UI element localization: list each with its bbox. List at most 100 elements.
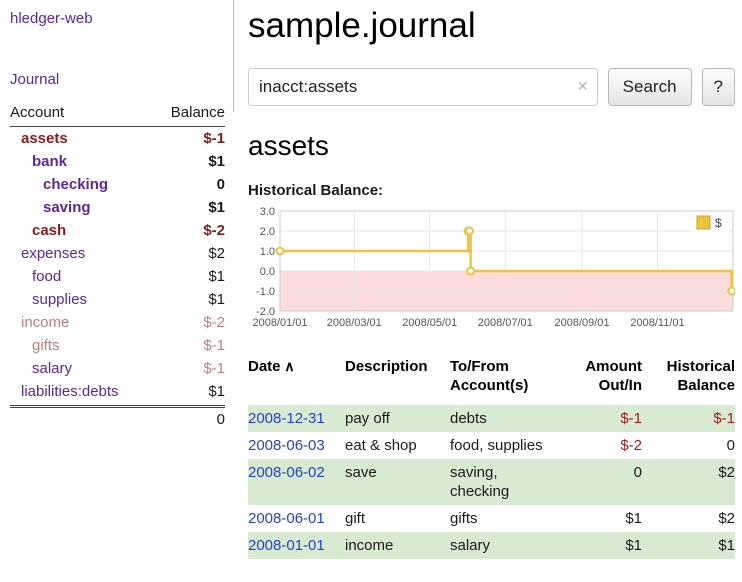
account-balance: $-1: [203, 360, 225, 377]
transaction-amount: $-1: [620, 410, 642, 427]
sidebar: hledger-web Journal Account Balance asse…: [0, 0, 233, 431]
svg-text:-1.0: -1.0: [256, 286, 275, 298]
account-total-row: 0: [10, 405, 225, 431]
account-row: bank $1: [10, 150, 225, 173]
chart-title: Historical Balance:: [248, 182, 384, 199]
transaction-description: save: [345, 464, 377, 481]
svg-text:2008/03/01: 2008/03/01: [327, 317, 382, 329]
account-row: checking 0: [10, 173, 225, 196]
register-header-row: Date ∧ Description To/From Account(s) Amount…: [248, 357, 735, 405]
account-balance: $1: [208, 199, 225, 216]
account-row: salary $-1: [10, 357, 225, 380]
svg-text:1.0: 1.0: [260, 246, 275, 258]
account-row: cash $-2: [10, 219, 225, 242]
svg-text:2008/05/01: 2008/05/01: [402, 317, 457, 329]
svg-text:0.0: 0.0: [260, 266, 275, 278]
account-row: supplies $1: [10, 288, 225, 311]
svg-text:2008/01/01: 2008/01/01: [252, 317, 307, 329]
transaction-amount: $1: [625, 537, 642, 554]
transaction-accounts: debts: [450, 410, 487, 427]
register-row: 2008-06-03 eat & shop food, supplies $-2 0: [248, 432, 735, 459]
account-row: liabilities:debts $1: [10, 380, 225, 403]
sort-ascending-icon: ∧: [280, 358, 295, 374]
transaction-description: income: [345, 537, 394, 554]
register-column-header: Historical Balance: [666, 358, 735, 394]
register-table: Date ∧ Description To/From Account(s) Amount…: [248, 357, 735, 559]
transaction-balance: $2: [718, 464, 735, 481]
transaction-amount: $-2: [620, 437, 642, 454]
register-column-header[interactable]: Date ∧: [248, 358, 295, 375]
account-link[interactable]: supplies: [32, 291, 88, 308]
svg-text:3.0: 3.0: [260, 206, 275, 218]
account-link[interactable]: checking: [43, 176, 109, 193]
transaction-description: gift: [345, 510, 366, 527]
account-balance: 0: [216, 176, 225, 193]
sidebar-item-journal[interactable]: Journal: [10, 71, 60, 88]
register-row: 2008-06-01 gift gifts $1 $2: [248, 505, 735, 532]
account-link[interactable]: income: [21, 314, 70, 331]
transaction-date-link[interactable]: 2008-12-31: [248, 410, 325, 427]
search-bar: ✕ Search ?: [248, 68, 735, 106]
account-total-value: 0: [216, 411, 225, 428]
transaction-amount: 0: [633, 464, 642, 481]
register-row: 2008-12-31 pay off debts $-1 $-1: [248, 405, 735, 432]
transaction-date-link[interactable]: 2008-01-01: [248, 537, 325, 554]
account-link[interactable]: bank: [32, 153, 68, 170]
transaction-accounts: food, supplies: [450, 437, 543, 454]
svg-text:2008/11/01: 2008/11/01: [630, 317, 684, 329]
transaction-balance: 0: [726, 437, 735, 454]
svg-text:-2.0: -2.0: [256, 306, 275, 318]
account-row: saving $1: [10, 196, 225, 219]
account-link[interactable]: saving: [43, 199, 91, 216]
account-link[interactable]: liabilities:debts: [21, 383, 119, 400]
app-title-link[interactable]: hledger-web: [10, 10, 93, 27]
svg-text:$: $: [715, 216, 722, 230]
search-button[interactable]: Search: [607, 68, 692, 106]
transaction-description: eat & shop: [345, 437, 417, 454]
account-balance: $-2: [203, 222, 225, 239]
transaction-balance: $-1: [713, 410, 735, 427]
account-link[interactable]: salary: [32, 360, 73, 377]
account-link[interactable]: expenses: [21, 245, 86, 262]
account-balance: $-1: [203, 337, 225, 354]
transaction-accounts: salary: [450, 537, 491, 554]
account-link[interactable]: cash: [32, 222, 67, 239]
account-link[interactable]: food: [32, 268, 62, 285]
account-balance: $-1: [203, 130, 225, 147]
main-content: sample.journal ✕ Search ? assets Histori…: [248, 0, 735, 559]
balance-column-label: Balance: [170, 104, 225, 121]
help-button[interactable]: ?: [701, 68, 735, 106]
account-heading: assets: [248, 130, 329, 161]
account-link[interactable]: gifts: [32, 337, 60, 354]
transaction-date-link[interactable]: 2008-06-01: [248, 510, 325, 527]
account-balance: $1: [208, 268, 225, 285]
register-column-header: Description: [345, 358, 428, 375]
transaction-accounts: saving, checking: [450, 464, 510, 500]
account-row: income $-2: [10, 311, 225, 334]
page-title: sample.journal: [248, 6, 476, 45]
search-input[interactable]: [248, 68, 598, 106]
svg-text:2008/09/01: 2008/09/01: [554, 317, 609, 329]
transaction-amount: $1: [625, 510, 642, 527]
account-balance: $-2: [203, 314, 225, 331]
account-table-header: Account Balance: [10, 104, 225, 127]
register-body: 2008-12-31 pay off debts $-1 $-1 2008-06-03 ea…: [248, 405, 735, 559]
account-link[interactable]: assets: [21, 130, 68, 147]
account-balance: $2: [208, 245, 225, 262]
sidebar-divider: [233, 0, 234, 112]
register-column-header: Amount Out/In: [585, 358, 642, 394]
transaction-date-link[interactable]: 2008-06-03: [248, 437, 325, 454]
transaction-description: pay off: [345, 410, 390, 427]
account-column-label: Account: [10, 104, 65, 121]
register-row: 2008-06-02 save saving, checking 0 $2: [248, 459, 735, 505]
account-row: gifts $-1: [10, 334, 225, 357]
account-row: expenses $2: [10, 242, 225, 265]
clear-search-icon[interactable]: ✕: [576, 78, 589, 94]
account-balance: $1: [208, 291, 225, 308]
transaction-accounts: gifts: [450, 510, 478, 527]
transaction-date-link[interactable]: 2008-06-02: [248, 464, 325, 481]
account-balance: $1: [208, 153, 225, 170]
transaction-balance: $1: [718, 537, 735, 554]
account-tree: assets $-1 bank $1 checking 0 saving $1 cash $-2 e…: [10, 127, 225, 403]
